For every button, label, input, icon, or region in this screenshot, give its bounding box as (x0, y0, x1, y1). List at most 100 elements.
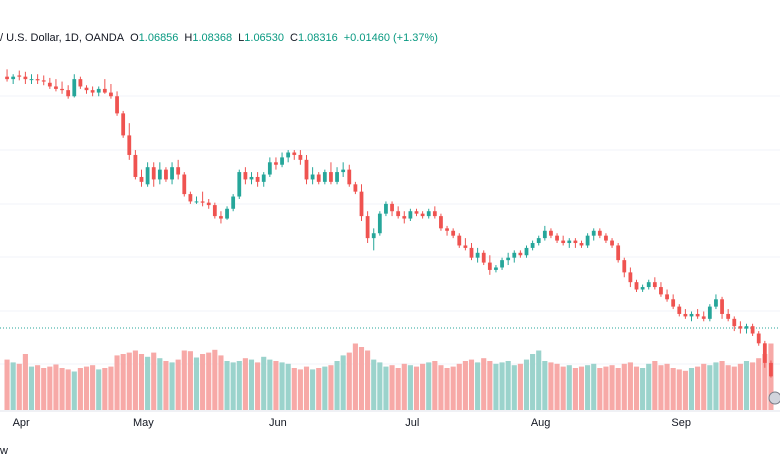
candle-body (47, 82, 52, 87)
candle-body (628, 272, 633, 283)
volume-bar (28, 366, 35, 410)
candle-body (481, 252, 486, 263)
volume-bar (713, 362, 719, 410)
volume-bar (578, 366, 585, 410)
candle-body (255, 176, 260, 182)
volume-bar (560, 366, 566, 410)
volume-bar (267, 359, 273, 410)
candle-body (347, 169, 352, 185)
candle-body (414, 211, 419, 214)
volume-bar (108, 366, 114, 410)
candle-body (384, 203, 388, 214)
candle-body (536, 238, 541, 244)
volume-bar (248, 359, 255, 410)
candle-body (756, 333, 761, 344)
candle-body (237, 172, 242, 197)
volume-bar (340, 355, 346, 410)
volume-bar (163, 361, 169, 410)
volume-bar (90, 365, 96, 410)
candle-body (188, 194, 193, 202)
volume-bar (35, 365, 41, 410)
x-tick-label: May (133, 417, 154, 429)
volume-bar (114, 355, 120, 410)
volume-bar (41, 368, 47, 410)
x-tick-label: Jun (269, 417, 287, 429)
candle-body (689, 313, 694, 317)
volume-bar (352, 343, 358, 410)
candle-body (66, 90, 71, 97)
candle-body (707, 306, 712, 319)
volume-bar (224, 361, 230, 410)
candle-body (280, 157, 284, 165)
candle-body (322, 172, 327, 182)
volume-bar (554, 363, 560, 410)
volume-bar (633, 366, 640, 410)
candle-body (170, 167, 174, 180)
candle-body (219, 216, 223, 219)
candle-body (585, 235, 590, 246)
volume-bar (566, 365, 572, 410)
volume-bar (132, 350, 138, 410)
candle-body (597, 230, 602, 236)
volume-bar (444, 368, 450, 410)
high-label: H (184, 32, 193, 44)
candle-body (506, 257, 511, 261)
flag-icon[interactable] (768, 391, 780, 405)
volume-bar (157, 358, 163, 410)
volume-bar (4, 359, 10, 410)
volume-bar (621, 363, 627, 410)
volume-bar (487, 361, 493, 410)
candle-body (396, 211, 401, 217)
candle-body (701, 316, 706, 319)
candle-body (23, 76, 28, 80)
volume-bar (426, 362, 432, 410)
volume-bar (591, 363, 597, 410)
candle-body (176, 167, 181, 175)
candle-body (17, 75, 22, 77)
volume-bar (438, 365, 444, 410)
volume-bar (261, 356, 267, 410)
volume-bar (646, 363, 652, 410)
candle-layer (5, 69, 773, 378)
volume-bar (652, 361, 658, 410)
volume-bar (358, 347, 365, 410)
volume-bar (731, 366, 737, 410)
volume-bar (120, 354, 126, 410)
volume-bar (627, 362, 633, 410)
candle-body (212, 205, 217, 217)
candle-body (604, 235, 608, 241)
volume-bar (707, 365, 713, 410)
volume-bar (291, 368, 297, 410)
chart-header: / U.S. Dollar, 1D, OANDA O 1.06856 H 1.083… (0, 32, 438, 48)
candle-body (96, 88, 101, 93)
volume-bar (743, 361, 750, 410)
volume-bar (151, 352, 157, 410)
volume-bar (615, 368, 621, 410)
volume-bar (572, 368, 578, 410)
volume-bar (16, 363, 22, 410)
candle-body (451, 230, 456, 236)
candle-body (426, 211, 431, 217)
candle-body (652, 282, 657, 288)
candle-body (518, 252, 523, 256)
candle-body (164, 169, 168, 180)
candle-body (109, 92, 113, 97)
volume-bar (59, 368, 65, 410)
volume-bar (542, 361, 548, 410)
volume-bar (334, 361, 340, 410)
volume-bar (316, 368, 322, 410)
candle-body (457, 235, 462, 246)
candle-body (622, 260, 627, 273)
candle-body (225, 208, 229, 219)
volume-bar (597, 368, 603, 410)
candle-body (445, 228, 449, 231)
volume-bar (664, 363, 670, 410)
volume-bar (303, 366, 310, 410)
volume-bar (206, 352, 212, 410)
volume-bar (126, 352, 132, 410)
volume-bar (762, 354, 768, 410)
volume-bar (456, 363, 462, 410)
volume-bar (193, 357, 200, 410)
candle-body (567, 240, 572, 244)
